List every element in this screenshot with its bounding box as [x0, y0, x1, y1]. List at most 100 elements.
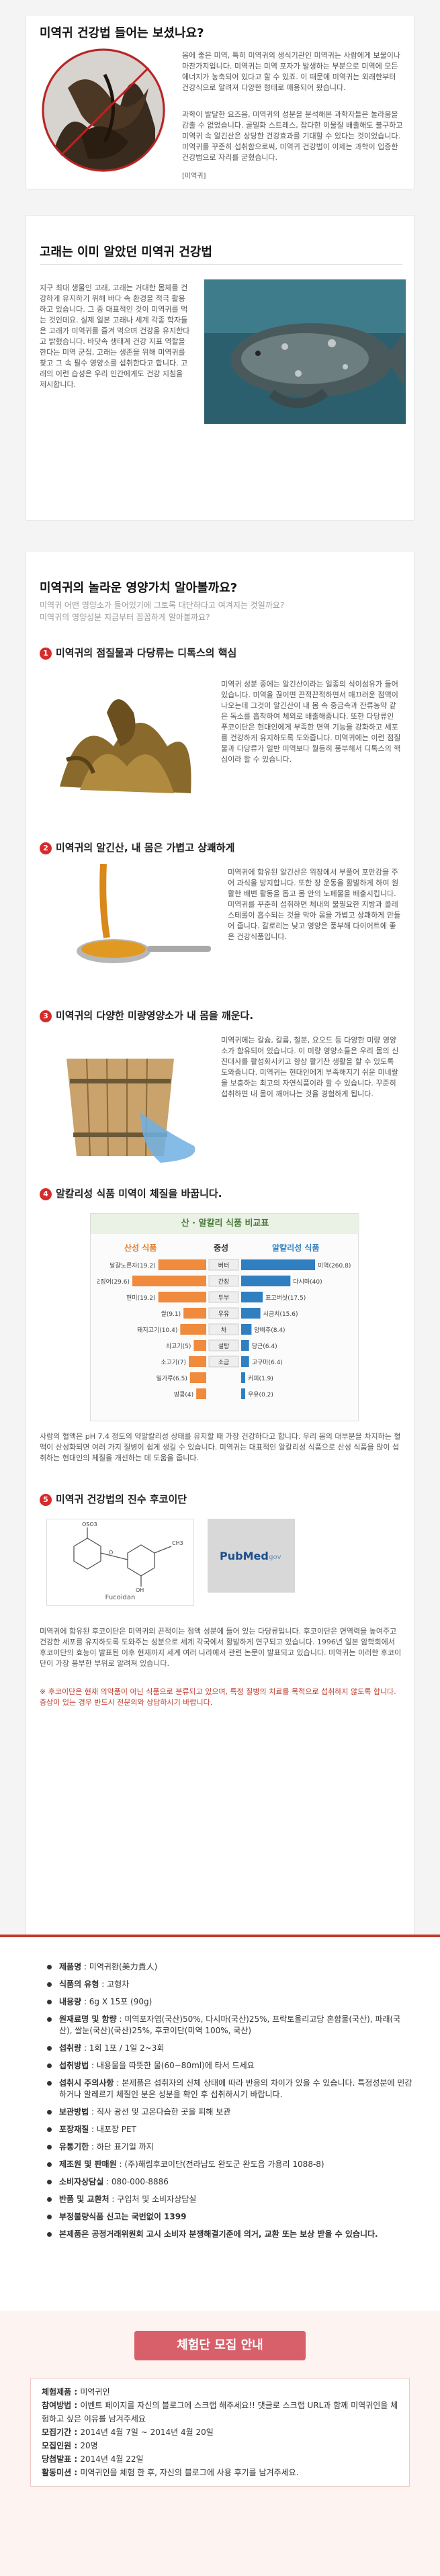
acid-bar	[183, 1308, 206, 1319]
value-subtitle-2: 미역귀의 영양성분 지금부터 꼼꼼하게 알아볼까요?	[40, 613, 210, 622]
info-value: : 내포장 PET	[89, 2125, 136, 2134]
info-label: 내용량	[59, 1997, 82, 2006]
neutral-label: 두부	[218, 1294, 230, 1302]
alkaline-bar	[241, 1340, 249, 1351]
svg-text:OH: OH	[136, 1587, 144, 1593]
bullet-icon	[47, 2017, 52, 2022]
info-label: 반품 및 교환처	[59, 2194, 109, 2204]
alkaline-bar-label: 다시마(40)	[293, 1278, 322, 1286]
svg-text:OSO3: OSO3	[82, 1521, 97, 1527]
neutral-label: 버터	[218, 1262, 230, 1270]
bullet-icon	[47, 2081, 52, 2086]
acid-bar	[158, 1292, 206, 1302]
alkaline-bar-label: 커피(1.9)	[248, 1375, 273, 1382]
info-value: : 고형차	[99, 1980, 130, 1989]
whale-card: 고래는 이미 알았던 미역귀 건강법 지구 최대 생물인 고래, 고래는 거대한…	[26, 215, 414, 521]
info-label: 식품의 유형	[59, 1980, 99, 1989]
alkaline-bar	[241, 1388, 245, 1399]
info-value: : 080-000-8886	[103, 2177, 169, 2186]
neutral-label: 소금	[218, 1359, 230, 1366]
info-row: 제조원 및 판매원 : (주)해림후코이단(전라남도 완도군 완도읍 가용리 1…	[47, 2159, 413, 2170]
info-value: : 1회 1포 / 1일 2~3회	[81, 2043, 165, 2053]
info-label: 포장재질	[59, 2125, 89, 2134]
point-3-title: 미역귀의 다양한 미량영양소가 내 몸을 깨운다.	[56, 1010, 254, 1022]
point-4-title: 알칼리성 식품 미역이 체질을 바꿉니다.	[56, 1188, 222, 1200]
info-value: : 본제품은 섭취자의 신체 상태에 따라 반응의 차이가 있을 수 있습니다.…	[59, 2078, 412, 2099]
info-label: 제조원 및 판매원	[59, 2160, 117, 2169]
info-value: : 6g X 15포 (90g)	[81, 1997, 152, 2006]
alkaline-bar	[241, 1356, 249, 1367]
point-4-number: 4	[40, 1188, 52, 1200]
bullet-icon	[47, 2162, 52, 2167]
info-value: : 내용물을 따뜻한 물(60~80ml)에 타서 드세요	[89, 2061, 255, 2070]
value-title: 미역귀의 놀라운 영양가치 알아볼까요?	[40, 581, 238, 595]
info-value: : 미역포자엽(국산)50%, 다시마(국산)25%, 프락토올리고당 혼합물(…	[59, 2014, 401, 2035]
pubmed-logo[interactable]: PubMed .gov	[208, 1519, 295, 1593]
recruit-value: 미역귀인	[80, 2387, 110, 2397]
recruit-label: 참여방법 :	[42, 2401, 81, 2410]
info-value: : 하단 표기일 까지	[89, 2142, 154, 2151]
alkaline-bar	[241, 1259, 315, 1270]
point-3-text: 미역귀에는 칼슘, 칼륨, 철분, 요오드 등 다양한 미량 영양소가 함유되어…	[221, 1036, 399, 1098]
bullet-icon	[47, 2127, 52, 2132]
info-label: 섭취방법	[59, 2061, 89, 2070]
info-value: : 미역귀환(美力貴人)	[81, 1962, 158, 1971]
alkaline-bar-label: 우유(0.2)	[248, 1391, 273, 1398]
point-5-heading: 5 미역귀 건강법의 진수 후코이단	[40, 1492, 187, 1506]
chart-alkaline-label: 알칼리성 식품	[272, 1243, 320, 1253]
recruit-label: 모집기간 :	[42, 2428, 81, 2437]
pubmed-label: PubMed	[220, 1550, 269, 1562]
info-row: 식품의 유형 : 고형차	[47, 1979, 413, 1990]
info-row: 소비자상담실 : 080-000-8886	[47, 2176, 413, 2188]
info-label: 섭취량	[59, 2043, 82, 2053]
recruit-row: 모집인원 : 20명	[42, 2439, 398, 2452]
divider	[40, 264, 402, 265]
alkaline-bar	[241, 1292, 263, 1302]
point-1-number: 1	[40, 647, 52, 660]
point-2-heading: 2 미역귀의 알긴산, 내 몸은 가볍고 상쾌하게	[40, 840, 234, 854]
neutral-cell	[208, 1259, 239, 1271]
info-row: 섭취시 주의사항 : 본제품은 섭취자의 신체 상태에 따라 반응의 차이가 있…	[47, 2078, 413, 2100]
point-4-note: 사람의 혈액은 pH 7.4 정도의 약알칼리성 상태를 유지할 때 가장 건강…	[40, 1432, 401, 1462]
intro-caption: [미역귀]	[182, 173, 206, 180]
recruit-info-box: 체험제품 : 미역귀인 참여방법 : 이벤트 페이지를 자신의 블로그에 스크랩 …	[30, 2378, 410, 2487]
acid-bar-label: 쇠고기(5)	[166, 1343, 191, 1350]
info-row: 반품 및 교환처 : 구입처 및 소비자상담실	[47, 2194, 413, 2205]
recruit-row: 모집기간 : 2014년 4월 7일 ~ 2014년 4월 20일	[42, 2426, 398, 2439]
acid-bar	[188, 1356, 206, 1367]
whale-paragraph: 지구 최대 생물인 고래, 고래는 거대한 몸체를 건강하게 유지하기 위해 바…	[40, 283, 190, 389]
value-card: 미역귀의 놀라운 영양가치 알아볼까요? 미역귀 어떤 영양소가 들어있기에 그…	[26, 551, 414, 2200]
whale-section: 고래는 이미 알았던 미역귀 건강법 지구 최대 생물인 고래, 고래는 거대한…	[0, 202, 440, 537]
acid-bar-label: 현미(19.2)	[126, 1294, 156, 1302]
info-label: 소비자상담실	[59, 2177, 104, 2186]
neutral-label: 간장	[218, 1278, 230, 1286]
seaweed-circle-photo	[42, 48, 165, 172]
bullet-icon	[47, 2215, 52, 2219]
info-label: 본제품은 공정거래위원회 고시 소비자 분쟁해결기준에 의거, 교환 또는 보상…	[59, 2229, 378, 2239]
neutral-cell	[208, 1356, 239, 1368]
formula-caption: Fucoidan	[105, 1594, 136, 1601]
recruit-value: 20명	[80, 2441, 98, 2450]
wooden-tub-photo	[40, 1032, 208, 1166]
point-5-warning: ※ 후코이단은 현재 의약품이 아닌 식품으로 분류되고 있으며, 특정 질병의…	[40, 1687, 396, 1707]
fucoidan-formula-image: OSO3 OH CH3 O Fucoidan	[46, 1519, 194, 1606]
acid-bar	[180, 1324, 206, 1335]
whale-title: 고래는 이미 알았던 미역귀 건강법	[40, 245, 212, 259]
alkaline-bar-label: 양배추(8.4)	[254, 1327, 285, 1334]
recruit-value: 2014년 4월 22일	[80, 2454, 144, 2464]
pubmed-suffix: .gov	[267, 1554, 281, 1561]
product-info-section: 제품명 : 미역귀환(美力貴人) 식품의 유형 : 고형차 내용량 : 6g X 1…	[0, 1935, 440, 2311]
intro-paragraph-1: 몸에 좋은 미역, 특히 미역귀의 생식기관인 미역귀는 사람에게 보물이나 마…	[182, 51, 400, 92]
neutral-cell	[208, 1291, 239, 1303]
bullet-icon	[47, 2046, 52, 2051]
info-value: : 직사 광선 및 고온다습한 곳을 피해 보관	[89, 2107, 231, 2117]
point-5-text: 미역귀에 함유된 후코이단은 미역귀의 끈적이는 점액 성분에 들어 있는 다당…	[40, 1627, 402, 1668]
recruit-row: 활동미션 : 미역귀인을 체험 한 후, 자신의 블로그에 사용 후기를 남겨주…	[42, 2466, 398, 2479]
recruit-value: 2014년 4월 7일 ~ 2014년 4월 20일	[80, 2428, 214, 2437]
info-label: 섭취시 주의사항	[59, 2078, 114, 2088]
neutral-cell	[208, 1323, 239, 1335]
bullet-icon	[47, 2000, 52, 2004]
chart-bars: 달걀노른자(19.2) 오징어(29.6) 현미(19.2) 쌀(9.1) 돼지고기(1…	[97, 1259, 351, 1399]
recruit-label: 체험제품 :	[42, 2387, 81, 2397]
